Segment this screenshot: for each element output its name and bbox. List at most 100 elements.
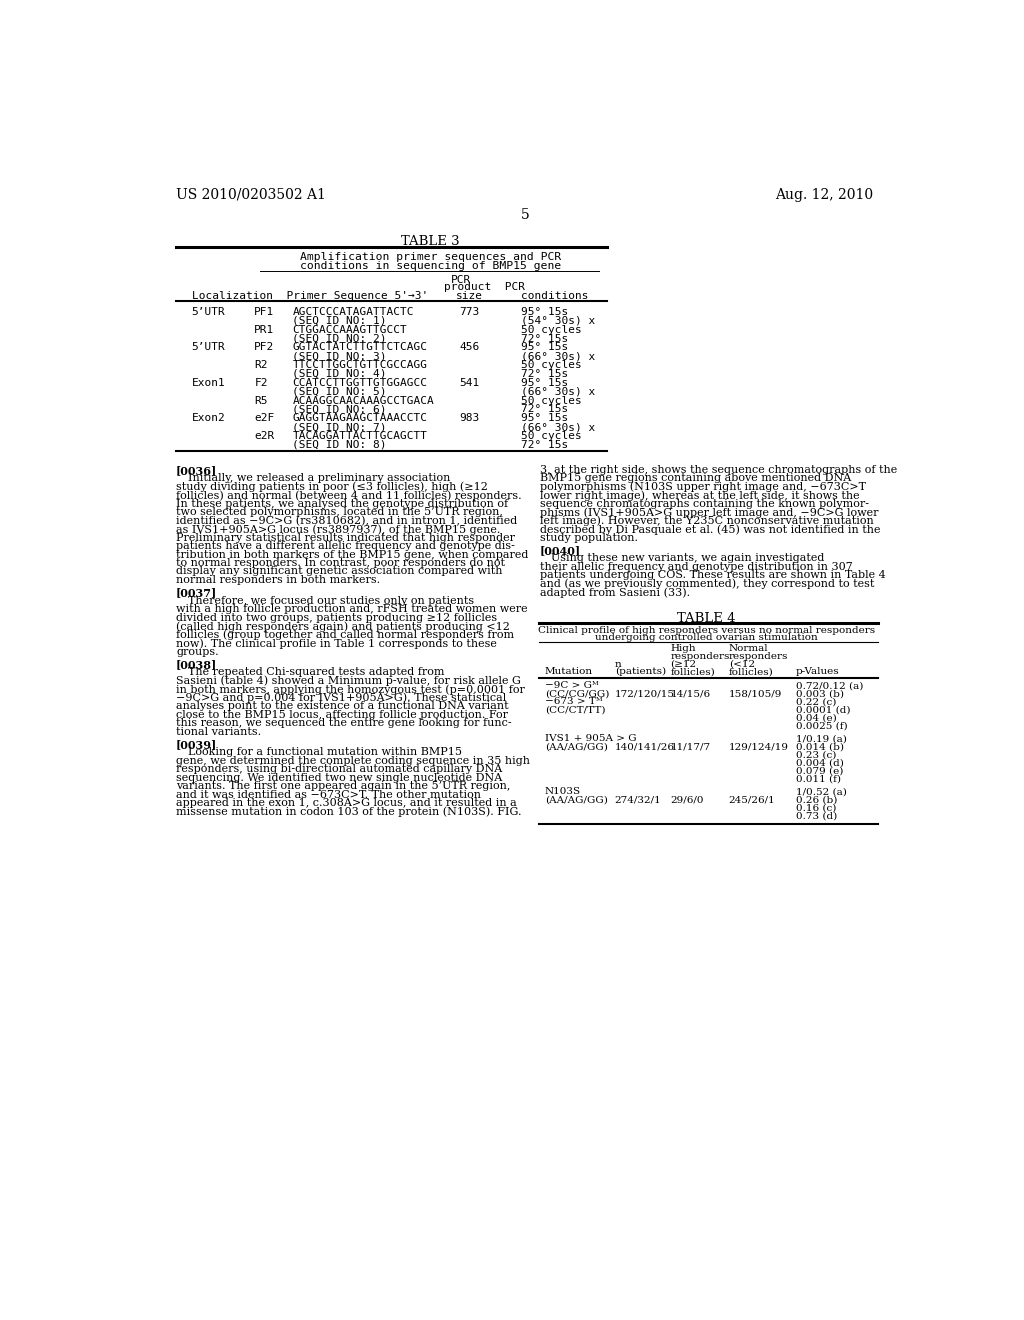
Text: lower right image), whereas at the left side, it shows the: lower right image), whereas at the left … [540,490,859,500]
Text: 0.73 (d): 0.73 (d) [796,812,838,821]
Text: appeared in the exon 1, c.308A>G locus, and it resulted in a: appeared in the exon 1, c.308A>G locus, … [176,799,517,808]
Text: phisms (IVS1+905A>G upper left image and, −9C>G lower: phisms (IVS1+905A>G upper left image and… [540,507,878,517]
Text: and (as we previously commented), they correspond to test: and (as we previously commented), they c… [540,578,873,589]
Text: Therefore, we focused our studies only on patients: Therefore, we focused our studies only o… [187,595,474,606]
Text: 0.16 (c): 0.16 (c) [796,804,837,813]
Text: n: n [614,660,622,669]
Text: this reason, we sequenced the entire gene looking for func-: this reason, we sequenced the entire gen… [176,718,512,729]
Text: Preliminary statistical results indicated that high responder: Preliminary statistical results indicate… [176,533,515,543]
Text: 95° 15s: 95° 15s [521,413,568,424]
Text: Localization  Primer Sequence 5'→3': Localization Primer Sequence 5'→3' [191,290,428,301]
Text: (66° 30s) x: (66° 30s) x [521,422,595,432]
Text: TABLE 4: TABLE 4 [677,612,735,624]
Text: follicles (group together and called normal responders from: follicles (group together and called nor… [176,630,514,640]
Text: 541: 541 [460,378,480,388]
Text: 129/124/19: 129/124/19 [729,742,788,751]
Text: 0.014 (b): 0.014 (b) [796,742,844,751]
Text: identified as −9C>G (rs3810682), and in intron 1, identified: identified as −9C>G (rs3810682), and in … [176,516,517,527]
Text: Mutation: Mutation [545,668,593,676]
Text: adapted from Sasieni (33).: adapted from Sasieni (33). [540,587,689,598]
Text: 456: 456 [460,342,480,352]
Text: 0.079 (e): 0.079 (e) [796,767,844,776]
Text: responders: responders [729,652,788,661]
Text: (SEQ ID NO: 6): (SEQ ID NO: 6) [292,404,387,414]
Text: Exon1: Exon1 [191,378,225,388]
Text: US 2010/0203502 A1: US 2010/0203502 A1 [176,187,326,202]
Text: follicles) and normal (between 4 and 11 follicles) responders.: follicles) and normal (between 4 and 11 … [176,490,521,500]
Text: responders, using bi-directional automated capillary DNA: responders, using bi-directional automat… [176,764,503,775]
Text: R2: R2 [254,360,268,370]
Text: analyses point to the existence of a functional DNA variant: analyses point to the existence of a fun… [176,701,509,711]
Text: study dividing patients in poor (≤3 follicles), high (≥12: study dividing patients in poor (≤3 foll… [176,482,487,492]
Text: 5’UTR: 5’UTR [191,342,225,352]
Text: 773: 773 [460,308,480,317]
Text: e2R: e2R [254,430,274,441]
Text: (SEQ ID NO: 2): (SEQ ID NO: 2) [292,334,387,343]
Text: product  PCR: product PCR [444,282,525,292]
Text: In these patients, we analysed the genotype distribution of: In these patients, we analysed the genot… [176,499,508,508]
Text: 172/120/15: 172/120/15 [614,689,675,698]
Text: conditions in sequencing of BMP15 gene: conditions in sequencing of BMP15 gene [300,261,561,271]
Text: 1/0.19 (a): 1/0.19 (a) [796,734,847,743]
Text: CTGGACCAAAGTTGCCT: CTGGACCAAAGTTGCCT [292,325,408,335]
Text: in both markers, applying the homozygous test (p=0.0001 for: in both markers, applying the homozygous… [176,684,525,694]
Text: TTCCTTGGCTGTTCGCCAGG: TTCCTTGGCTGTTCGCCAGG [292,360,427,370]
Text: (54° 30s) x: (54° 30s) x [521,315,595,326]
Text: 158/105/9: 158/105/9 [729,689,782,698]
Text: [0038]: [0038] [176,659,217,669]
Text: Aug. 12, 2010: Aug. 12, 2010 [775,187,873,202]
Text: 0.004 (d): 0.004 (d) [796,759,844,767]
Text: patients undergoing COS. These results are shown in Table 4: patients undergoing COS. These results a… [540,570,886,581]
Text: 50 cycles: 50 cycles [521,360,582,370]
Text: (called high responders again) and patients producing <12: (called high responders again) and patie… [176,622,510,632]
Text: AGCTCCCATAGATTACTC: AGCTCCCATAGATTACTC [292,308,414,317]
Text: now). The clinical profile in Table 1 corresponds to these: now). The clinical profile in Table 1 co… [176,638,497,648]
Text: −9C > Gᴹ: −9C > Gᴹ [545,681,599,690]
Text: conditions: conditions [521,290,589,301]
Text: e2F: e2F [254,413,274,424]
Text: R5: R5 [254,396,268,405]
Text: 0.011 (f): 0.011 (f) [796,775,841,784]
Text: (CC/CG/GG): (CC/CG/GG) [545,689,609,698]
Text: [0039]: [0039] [176,739,217,750]
Text: Amplification primer sequences and PCR: Amplification primer sequences and PCR [300,252,561,261]
Text: Exon2: Exon2 [191,413,225,424]
Text: study population.: study population. [540,533,638,543]
Text: PF1: PF1 [254,308,274,317]
Text: PF2: PF2 [254,342,274,352]
Text: 5: 5 [520,209,529,223]
Text: gene, we determined the complete coding sequence in 35 high: gene, we determined the complete coding … [176,756,530,766]
Text: N103S: N103S [545,788,581,796]
Text: 95° 15s: 95° 15s [521,342,568,352]
Text: 0.04 (e): 0.04 (e) [796,714,837,722]
Text: ACAAGGCAACAAAGCCTGACA: ACAAGGCAACAAAGCCTGACA [292,396,434,405]
Text: polymorphisms (N103S upper right image and, −673C>T: polymorphisms (N103S upper right image a… [540,482,865,492]
Text: responders: responders [671,652,730,661]
Text: 95° 15s: 95° 15s [521,378,568,388]
Text: as IVS1+905A>G locus (rs3897937), of the BMP15 gene.: as IVS1+905A>G locus (rs3897937), of the… [176,524,501,535]
Text: 0.003 (b): 0.003 (b) [796,689,844,698]
Text: [0037]: [0037] [176,587,217,598]
Text: to normal responders. In contrast, poor responders do not: to normal responders. In contrast, poor … [176,558,505,568]
Text: with a high follicle production and, rFSH treated women were: with a high follicle production and, rFS… [176,605,527,614]
Text: IVS1 + 905A > G: IVS1 + 905A > G [545,734,637,743]
Text: size: size [457,290,483,301]
Text: (SEQ ID NO: 3): (SEQ ID NO: 3) [292,351,387,362]
Text: TACAGGATTACTTGCAGCTT: TACAGGATTACTTGCAGCTT [292,430,427,441]
Text: variants. The first one appeared again in the 5’UTR region,: variants. The first one appeared again i… [176,781,510,791]
Text: 72° 15s: 72° 15s [521,440,568,450]
Text: 140/141/26: 140/141/26 [614,742,675,751]
Text: (AA/AG/GG): (AA/AG/GG) [545,796,608,804]
Text: left image). However, the Y235C nonconservative mutation: left image). However, the Y235C nonconse… [540,516,873,527]
Text: (SEQ ID NO: 8): (SEQ ID NO: 8) [292,440,387,450]
Text: Clinical profile of high responders versus no normal responders: Clinical profile of high responders vers… [538,626,874,635]
Text: 1/0.52 (a): 1/0.52 (a) [796,788,847,796]
Text: (<12: (<12 [729,660,755,669]
Text: p-Values: p-Values [796,668,840,676]
Text: 0.0001 (d): 0.0001 (d) [796,705,851,714]
Text: 50 cycles: 50 cycles [521,396,582,405]
Text: GAGGTAAGAAGCTAAACCTC: GAGGTAAGAAGCTAAACCTC [292,413,427,424]
Text: follicles): follicles) [729,668,773,676]
Text: BMP15 gene regions containing above mentioned DNA: BMP15 gene regions containing above ment… [540,474,851,483]
Text: Looking for a functional mutation within BMP15: Looking for a functional mutation within… [187,747,462,758]
